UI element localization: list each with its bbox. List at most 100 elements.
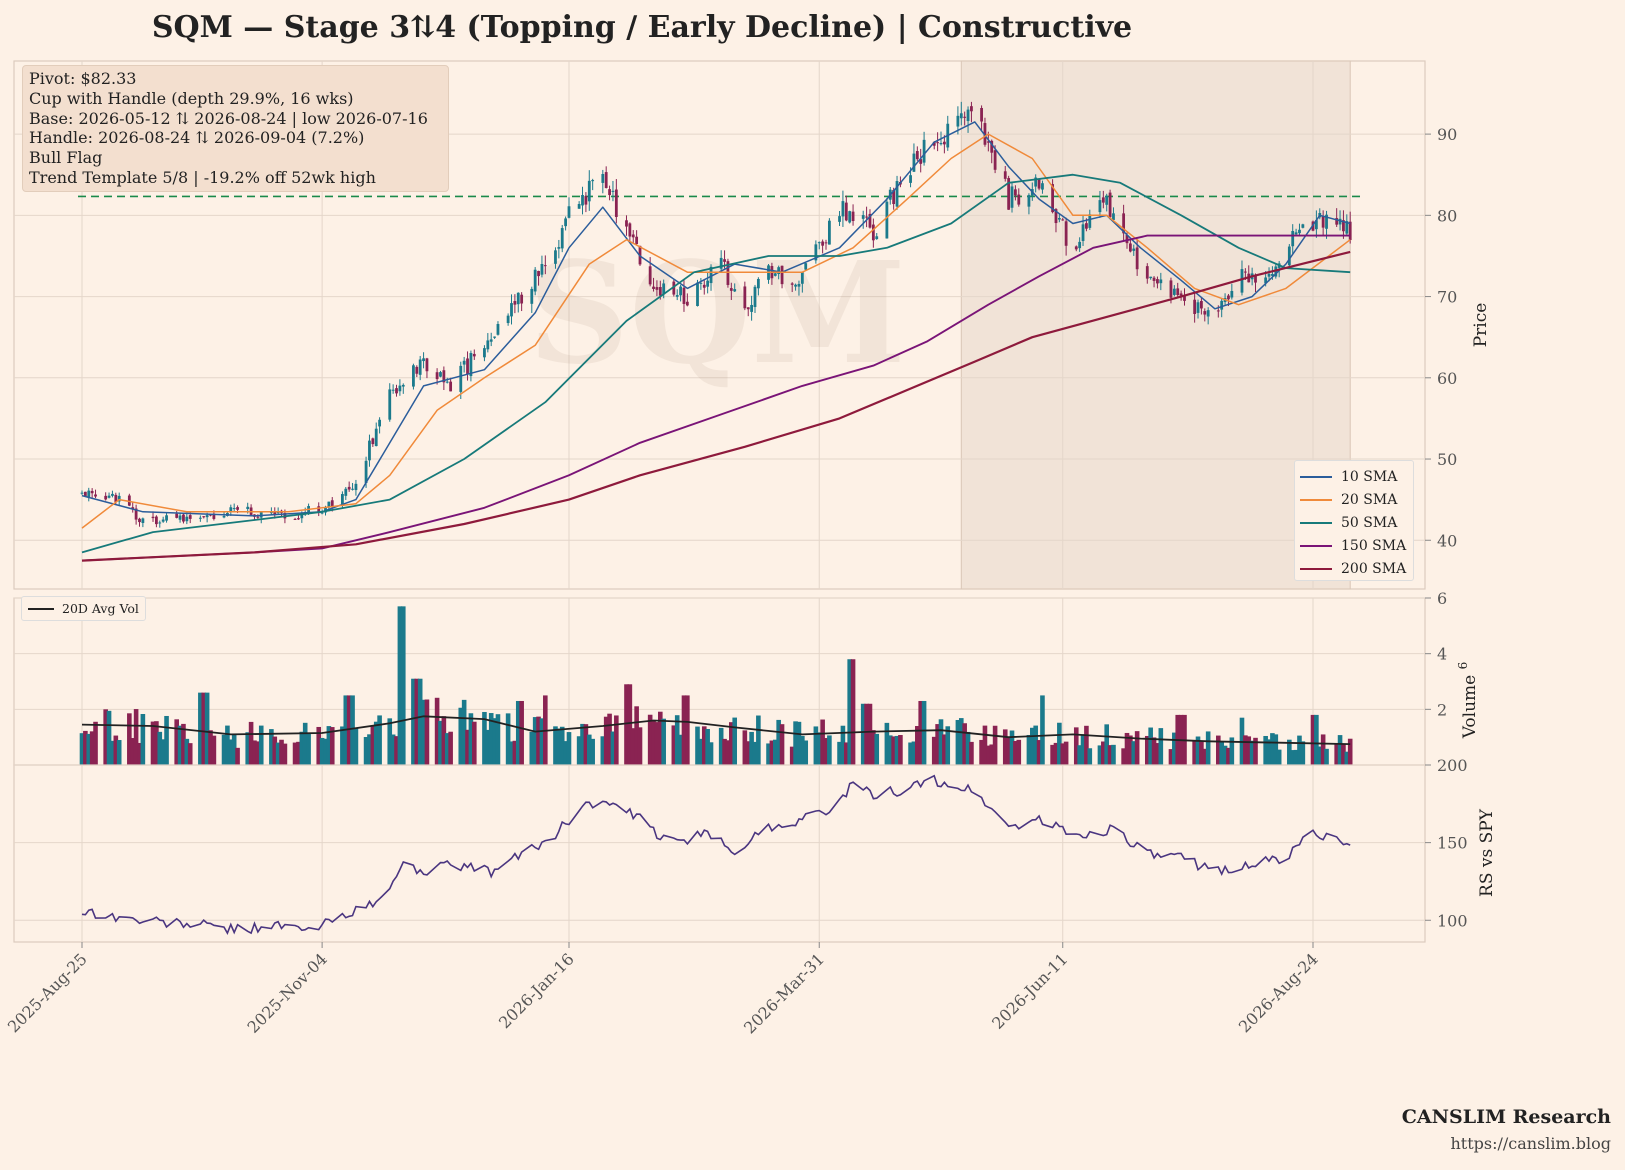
volume-bar <box>681 695 687 765</box>
volume-bar <box>938 719 944 765</box>
volume-y-ticks: 2 4 6 <box>1425 589 1447 719</box>
sma-line-50-sma <box>81 173 1351 554</box>
candle-body <box>983 123 987 145</box>
candle-body <box>371 438 375 445</box>
volume-bar <box>1077 745 1082 765</box>
volume-bar <box>441 716 447 765</box>
volume-bar <box>1053 742 1059 765</box>
candle-body <box>655 287 659 290</box>
candle-body <box>422 358 425 362</box>
candle-body <box>236 507 239 510</box>
candle-body <box>175 513 179 518</box>
candle-body <box>986 141 990 143</box>
volume-bar <box>769 740 775 765</box>
volume-bar <box>1317 746 1323 765</box>
candle-body <box>1335 218 1339 225</box>
candle-body <box>1078 241 1082 249</box>
volume-bar <box>654 722 660 765</box>
volume-bar <box>444 733 450 765</box>
volume-bar <box>1314 714 1319 765</box>
candle-body <box>679 286 682 296</box>
volume-bar <box>231 733 237 765</box>
volume-bar <box>908 742 913 765</box>
volume-bar <box>1158 728 1164 765</box>
candle-body <box>543 265 547 267</box>
volume-bar <box>1266 739 1272 765</box>
candle-body <box>293 518 297 520</box>
legend-swatch-sma200 <box>1300 567 1332 570</box>
candle-body <box>1007 178 1011 210</box>
candle-body <box>330 500 334 507</box>
volume-bar <box>1195 736 1201 765</box>
candle-body <box>1183 295 1186 301</box>
candle-body <box>297 518 300 520</box>
volume-bar <box>1300 741 1306 765</box>
info-line-flag: Bull Flag <box>29 148 103 168</box>
candle-body <box>1169 280 1173 298</box>
candle-body <box>800 272 804 284</box>
candle-body <box>699 282 703 284</box>
volume-bar <box>1002 729 1008 765</box>
volume-bar <box>485 729 491 765</box>
candle-body <box>1348 221 1352 241</box>
price-axis-label: Price <box>1471 303 1491 348</box>
volume-bar <box>874 733 880 765</box>
candle-body <box>1105 196 1109 205</box>
volume-bar <box>986 745 991 765</box>
volume-bar <box>752 741 758 765</box>
volume-bar <box>326 726 332 765</box>
volume-bar <box>79 733 85 765</box>
volume-bar <box>1276 749 1282 765</box>
volume-bar <box>363 737 369 765</box>
volume-bar <box>1026 734 1032 765</box>
volume-bar <box>512 740 518 765</box>
volume-bar <box>140 714 146 765</box>
volume-bar <box>705 728 710 765</box>
candle-body <box>851 211 855 222</box>
volume-bar <box>1293 749 1299 765</box>
candle-body <box>628 223 632 237</box>
volume-bar <box>438 720 443 765</box>
rs-axis-label: RS vs SPY <box>1477 808 1497 897</box>
volume-bar <box>1287 739 1292 765</box>
candle-body <box>1196 302 1200 313</box>
volume-bar <box>350 695 355 765</box>
candle-body <box>1193 299 1197 314</box>
volume-bar <box>1222 745 1228 765</box>
candle-body <box>347 486 351 490</box>
price-tick-label: 90 <box>1437 125 1457 144</box>
candle-body <box>1054 209 1058 224</box>
volume-bar <box>302 722 308 765</box>
candle-body <box>587 180 591 202</box>
candle-body <box>794 284 797 287</box>
volume-average-line <box>81 715 1351 745</box>
sma-line-150-sma <box>81 234 1351 562</box>
pattern-info-box: Pivot: $82.33 Cup with Handle (depth 29.… <box>22 65 449 192</box>
candle-body <box>909 175 912 183</box>
volume-bar <box>424 699 430 765</box>
candle-body <box>344 488 348 496</box>
candle-body <box>685 301 689 306</box>
volume-bar <box>397 606 403 765</box>
candle-body <box>1051 184 1054 213</box>
candle-body <box>1125 235 1129 244</box>
volume-bar <box>1270 733 1275 765</box>
footer-brand: CANSLIM Research <box>1401 1106 1611 1128</box>
candle-body <box>1061 219 1065 221</box>
volume-bar <box>106 710 112 765</box>
volume-bar <box>177 725 183 765</box>
price-tick-label: 40 <box>1437 531 1457 550</box>
volume-bar <box>1013 741 1018 765</box>
candle-body <box>1172 288 1176 295</box>
volume-bar <box>1009 730 1015 765</box>
volume-bar <box>387 718 393 765</box>
candle-body <box>496 324 500 335</box>
volume-bar <box>1216 735 1221 765</box>
candle-body <box>1098 200 1102 213</box>
candle-body <box>466 358 469 375</box>
candle-body <box>493 336 496 338</box>
volume-bar <box>634 706 639 765</box>
candle-body <box>1101 197 1105 203</box>
volume-bar <box>187 743 193 765</box>
volume-bar <box>776 719 781 765</box>
